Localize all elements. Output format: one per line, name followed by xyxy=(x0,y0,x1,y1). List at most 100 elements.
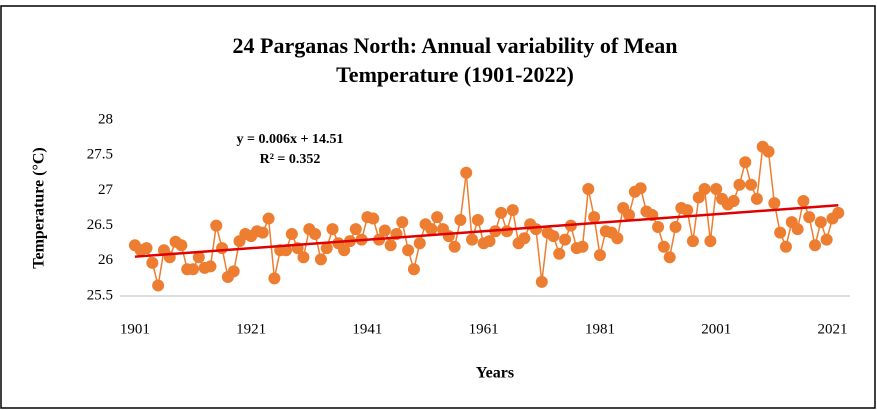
data-point xyxy=(378,224,391,237)
data-point xyxy=(698,182,711,195)
data-point xyxy=(297,251,310,264)
y-axis-label: Temperature (°C) xyxy=(31,147,48,268)
data-point xyxy=(832,206,845,219)
data-point xyxy=(797,194,810,207)
data-point xyxy=(210,219,223,232)
data-point xyxy=(495,206,508,219)
data-point xyxy=(384,239,397,252)
data-point xyxy=(611,232,624,245)
data-point xyxy=(256,226,269,239)
data-point xyxy=(559,233,572,246)
data-point xyxy=(634,182,647,195)
data-point xyxy=(681,204,694,217)
data-point xyxy=(483,235,496,248)
data-point xyxy=(425,223,438,236)
data-point xyxy=(216,242,229,255)
data-point xyxy=(652,221,665,234)
x-tick-label: 2001 xyxy=(701,321,731,337)
data-point xyxy=(500,225,513,238)
data-point xyxy=(657,240,670,253)
data-point xyxy=(152,279,165,292)
data-point xyxy=(466,233,479,246)
data-point xyxy=(471,213,484,226)
data-point xyxy=(750,192,763,205)
data-point xyxy=(204,260,217,273)
y-tick-label: 27.5 xyxy=(87,147,113,163)
data-point xyxy=(175,239,188,252)
data-point xyxy=(454,213,467,226)
data-point xyxy=(314,253,327,266)
data-point xyxy=(733,178,746,191)
data-point xyxy=(593,249,606,262)
data-point xyxy=(791,223,804,236)
data-point xyxy=(338,244,351,257)
x-tick-label: 2021 xyxy=(817,321,847,337)
data-point xyxy=(710,182,723,195)
data-point xyxy=(768,197,781,210)
data-point xyxy=(396,216,409,229)
data-point xyxy=(745,178,758,191)
chart-title: Temperature (1901-2022) xyxy=(336,62,574,87)
data-point xyxy=(814,216,827,229)
chart-title: 24 Parganas North: Annual variability of… xyxy=(233,33,678,58)
data-point xyxy=(535,275,548,288)
data-point xyxy=(326,223,339,236)
data-point xyxy=(663,251,676,264)
data-point xyxy=(779,240,792,253)
data-point xyxy=(140,242,153,255)
data-point xyxy=(227,265,240,278)
data-point xyxy=(588,211,601,224)
x-axis-label: Years xyxy=(476,365,514,382)
data-point xyxy=(762,145,775,158)
x-tick-label: 1961 xyxy=(469,321,499,337)
x-tick-label: 1981 xyxy=(585,321,615,337)
y-tick-label: 27 xyxy=(98,182,114,198)
data-point xyxy=(187,263,200,276)
data-point xyxy=(623,209,636,222)
trendline xyxy=(134,204,839,258)
y-tick-label: 26 xyxy=(98,252,114,268)
data-point xyxy=(268,272,281,285)
data-point xyxy=(506,204,519,217)
data-point xyxy=(349,223,362,236)
data-point xyxy=(529,223,542,236)
data-point xyxy=(518,232,531,245)
data-point xyxy=(460,166,473,179)
data-point xyxy=(280,244,293,257)
data-point xyxy=(285,228,298,241)
data-point xyxy=(820,233,833,246)
data-point xyxy=(192,251,205,264)
data-point xyxy=(669,221,682,234)
data-point xyxy=(262,212,275,225)
data-point xyxy=(692,191,705,204)
data-point xyxy=(774,226,787,239)
x-tick-label: 1921 xyxy=(236,321,266,337)
y-tick-label: 25.5 xyxy=(87,287,113,303)
data-point xyxy=(431,211,444,224)
data-point xyxy=(448,240,461,253)
data-point xyxy=(686,235,699,248)
data-point xyxy=(309,228,322,241)
data-point xyxy=(582,182,595,195)
data-point xyxy=(402,244,415,257)
y-tick-label: 26.5 xyxy=(87,217,113,233)
data-point xyxy=(739,156,752,169)
data-point xyxy=(407,263,420,276)
r-squared: R² = 0.352 xyxy=(260,152,321,167)
data-point xyxy=(442,230,455,243)
x-tick-label: 1941 xyxy=(352,321,382,337)
data-point xyxy=(146,256,159,269)
data-point xyxy=(320,242,333,255)
equation: y = 0.006x + 14.51 xyxy=(237,132,344,147)
data-point xyxy=(547,230,560,243)
y-tick-label: 28 xyxy=(98,111,113,127)
data-point xyxy=(413,237,426,250)
data-point xyxy=(803,211,816,224)
data-point xyxy=(576,240,589,253)
data-point xyxy=(809,239,822,252)
data-point xyxy=(553,247,566,260)
data-point xyxy=(727,194,740,207)
data-point xyxy=(704,235,717,248)
data-point xyxy=(367,212,380,225)
